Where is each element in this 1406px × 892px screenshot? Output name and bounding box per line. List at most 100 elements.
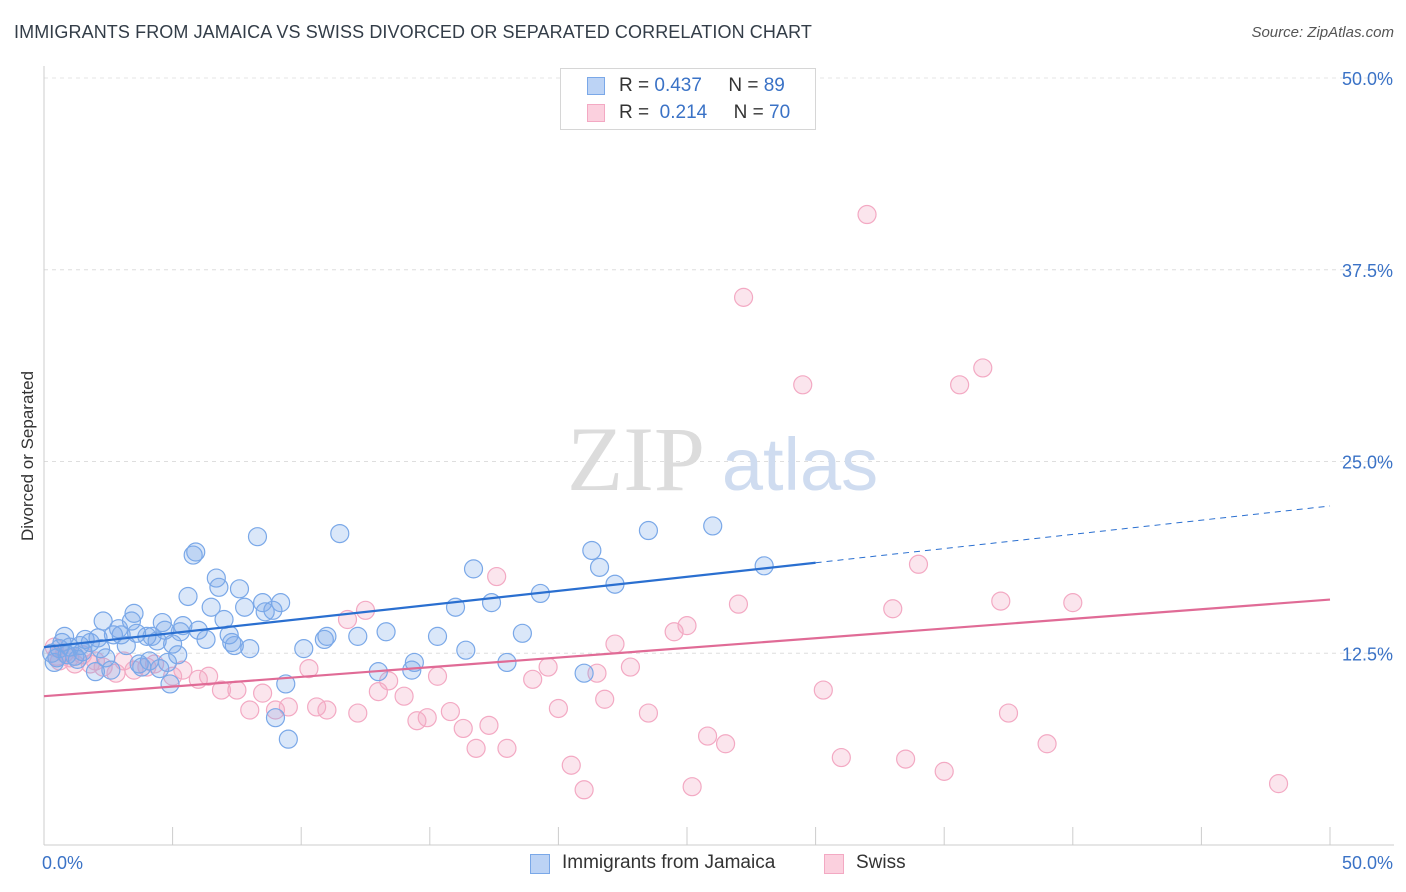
point-swiss: [523, 669, 543, 689]
point-swiss: [317, 700, 337, 720]
point-swiss: [595, 689, 615, 709]
point-swiss: [574, 780, 594, 800]
point-jamaica: [178, 586, 198, 607]
legend-swatch-jamaica: [530, 854, 550, 874]
point-jamaica: [582, 540, 602, 561]
point-swiss: [227, 680, 247, 700]
r-label: R =: [619, 102, 650, 123]
point-swiss: [394, 686, 414, 706]
point-jamaica: [278, 729, 298, 749]
point-jamaica: [93, 611, 113, 631]
point-swiss: [240, 700, 260, 720]
point-swiss: [733, 287, 754, 307]
point-jamaica: [67, 649, 88, 669]
y-axis-label: Divorced or Separated: [18, 370, 37, 542]
point-jamaica: [229, 579, 250, 599]
point-swiss: [697, 726, 718, 746]
r-value: 0.437: [654, 75, 702, 96]
x-tick-label: 50.0%: [1342, 853, 1393, 873]
point-swiss: [199, 666, 219, 686]
point-jamaica: [150, 658, 170, 679]
legend-swatch-swiss: [824, 854, 844, 874]
point-jamaica: [456, 640, 476, 660]
point-jamaica: [160, 674, 180, 694]
point-jamaica: [116, 635, 136, 656]
point-swiss: [348, 703, 368, 723]
point-jamaica: [224, 635, 244, 656]
point-jamaica: [124, 603, 144, 623]
point-swiss: [479, 715, 499, 735]
watermark: ZIP atlas: [567, 408, 878, 510]
point-jamaica: [85, 662, 106, 682]
point-swiss: [728, 594, 749, 614]
point-swiss: [548, 698, 569, 719]
n-label: N =: [733, 102, 764, 123]
point-jamaica: [247, 527, 268, 547]
point-jamaica: [255, 602, 275, 622]
point-jamaica: [463, 559, 484, 579]
point-jamaica: [271, 593, 291, 613]
r-label: R =: [619, 75, 650, 96]
point-swiss: [883, 599, 903, 619]
point-jamaica: [703, 516, 723, 536]
point-jamaica: [512, 623, 532, 643]
point-jamaica: [235, 597, 255, 617]
point-swiss: [1063, 593, 1083, 613]
point-swiss: [440, 701, 460, 722]
point-jamaica: [101, 660, 121, 680]
y-tick-label: 12.5%: [1342, 644, 1393, 664]
point-swiss: [427, 666, 448, 686]
point-swiss: [638, 703, 659, 723]
point-jamaica: [589, 557, 610, 577]
x-tick-label: 0.0%: [42, 853, 83, 873]
point-swiss: [934, 761, 954, 781]
point-swiss: [950, 375, 970, 395]
stats-legend: R = 0.437 N = 89 R = 0.214 N = 70: [560, 68, 816, 130]
y-tick-label: 50.0%: [1342, 69, 1393, 89]
point-jamaica: [222, 632, 242, 653]
point-swiss: [417, 708, 437, 728]
trend-lines: [43, 505, 1331, 698]
n-value: 89: [763, 75, 785, 96]
axes: [43, 66, 1394, 846]
trend-line-swiss: [43, 598, 1331, 698]
point-jamaica: [163, 634, 183, 654]
point-swiss: [253, 683, 273, 703]
point-jamaica: [186, 542, 206, 562]
point-jamaica: [121, 611, 142, 631]
point-jamaica: [96, 648, 116, 668]
point-jamaica: [129, 654, 149, 674]
y-tick-label: 37.5%: [1342, 261, 1393, 281]
point-jamaica: [240, 639, 260, 659]
point-swiss: [173, 660, 193, 680]
trend-line-jamaica: [43, 561, 816, 649]
point-jamaica: [574, 663, 594, 683]
point-jamaica: [638, 520, 659, 541]
point-jamaica: [481, 593, 502, 613]
point-jamaica: [168, 645, 188, 665]
point-swiss: [677, 616, 697, 636]
point-swiss: [605, 634, 625, 654]
point-swiss: [538, 657, 558, 677]
point-jamaica: [60, 637, 80, 657]
tick-labels: 12.5% 25.0% 37.5% 50.0% 0.0% 50.0%: [42, 69, 1393, 873]
point-swiss: [278, 697, 298, 717]
point-swiss: [1037, 734, 1057, 754]
legend-label-jamaica: Immigrants from Jamaica: [562, 852, 776, 873]
point-jamaica: [427, 626, 448, 646]
grid-lines: [44, 77, 1394, 654]
point-swiss: [497, 738, 517, 758]
n-label: N =: [728, 75, 759, 96]
point-jamaica: [330, 523, 350, 544]
point-swiss: [299, 658, 319, 679]
point-jamaica: [152, 612, 172, 633]
point-jamaica: [754, 556, 774, 576]
point-jamaica: [263, 600, 283, 620]
point-swiss: [211, 680, 232, 700]
point-swiss: [487, 566, 507, 587]
point-swiss: [682, 777, 702, 797]
point-swiss: [453, 718, 473, 739]
point-jamaica: [348, 626, 368, 646]
point-swiss: [813, 680, 833, 700]
